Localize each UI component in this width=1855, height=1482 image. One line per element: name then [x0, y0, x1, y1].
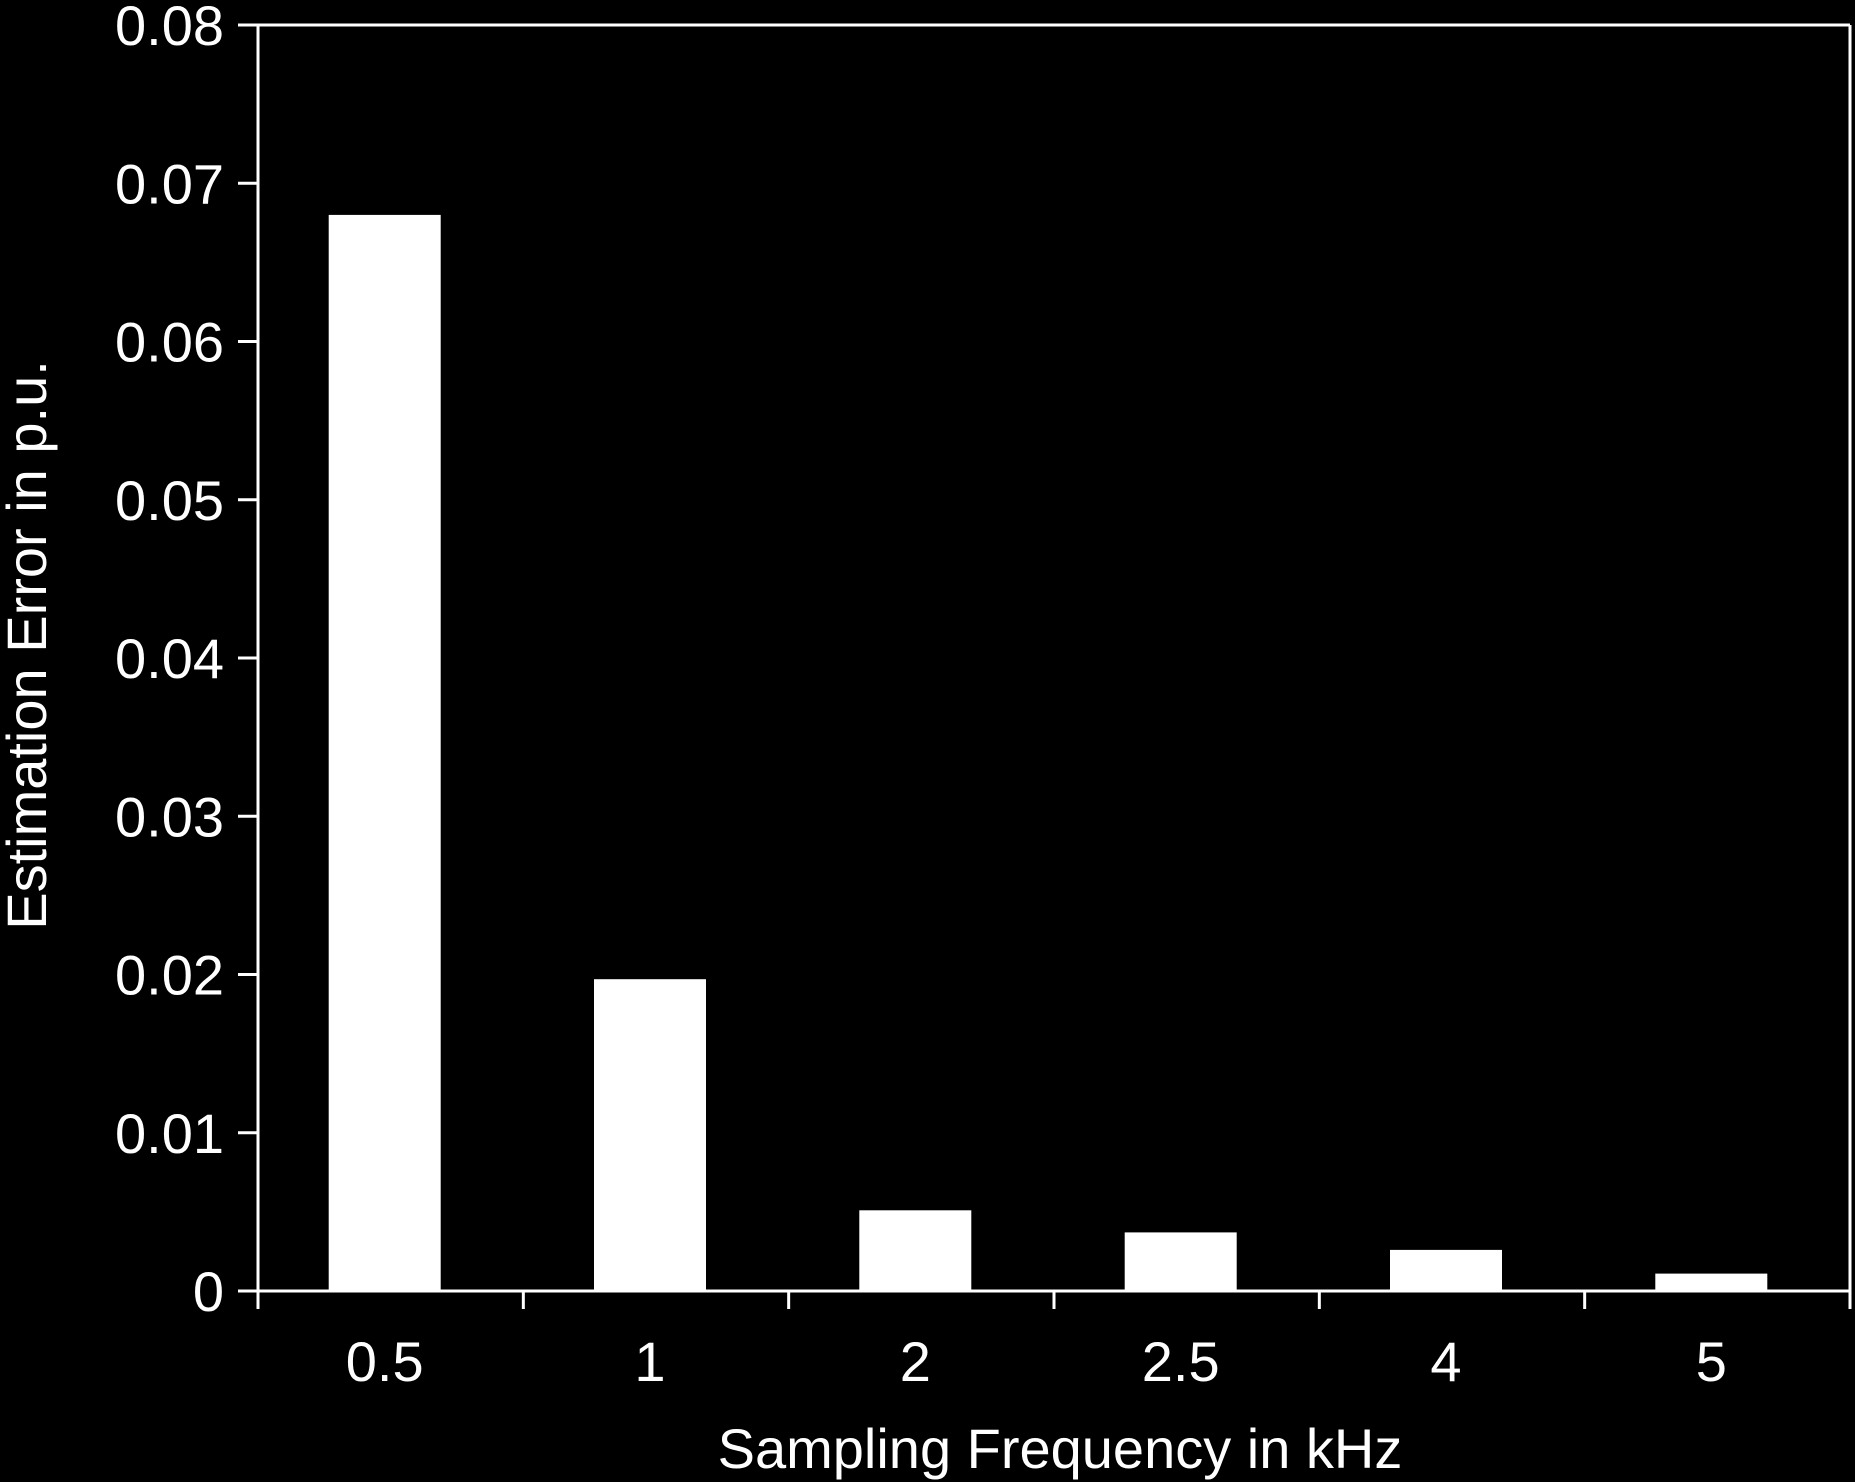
x-tick-label: 0.5	[346, 1330, 424, 1393]
y-tick-label: 0	[193, 1260, 224, 1323]
axes	[238, 23, 1852, 1309]
bar-5	[1655, 1273, 1768, 1291]
bars	[328, 214, 1768, 1291]
ticks: 0 0.01 0.02 0.03 0.04 0.05 0.06 0.07 0.08 0.5 1 2 2.…	[115, 0, 1852, 1393]
y-tick-label: 0.06	[115, 311, 224, 374]
x-tick-label: 5	[1696, 1330, 1727, 1393]
y-tick-label: 0.03	[115, 785, 224, 848]
y-axis-label: Estimation Error in p.u.	[0, 360, 58, 930]
y-tick-label: 0.07	[115, 152, 224, 215]
bar-2-5	[1124, 1232, 1237, 1291]
y-tick-label: 0.05	[115, 469, 224, 532]
y-tick-label: 0.01	[115, 1102, 224, 1165]
x-tick-label: 1	[634, 1330, 665, 1393]
x-tick-label: 4	[1430, 1330, 1461, 1393]
bar-4	[1390, 1249, 1502, 1291]
x-tick-label: 2	[900, 1330, 931, 1393]
bar-1	[594, 979, 706, 1291]
x-axis-label: Sampling Frequency in kHz	[718, 1417, 1403, 1480]
y-tick-label: 0.04	[115, 627, 224, 690]
bar-2	[859, 1210, 972, 1291]
x-tick-label: 2.5	[1142, 1330, 1220, 1393]
y-tick-label: 0.08	[115, 0, 224, 57]
y-tick-label: 0.02	[115, 944, 224, 1007]
bar-0-5	[328, 214, 441, 1291]
